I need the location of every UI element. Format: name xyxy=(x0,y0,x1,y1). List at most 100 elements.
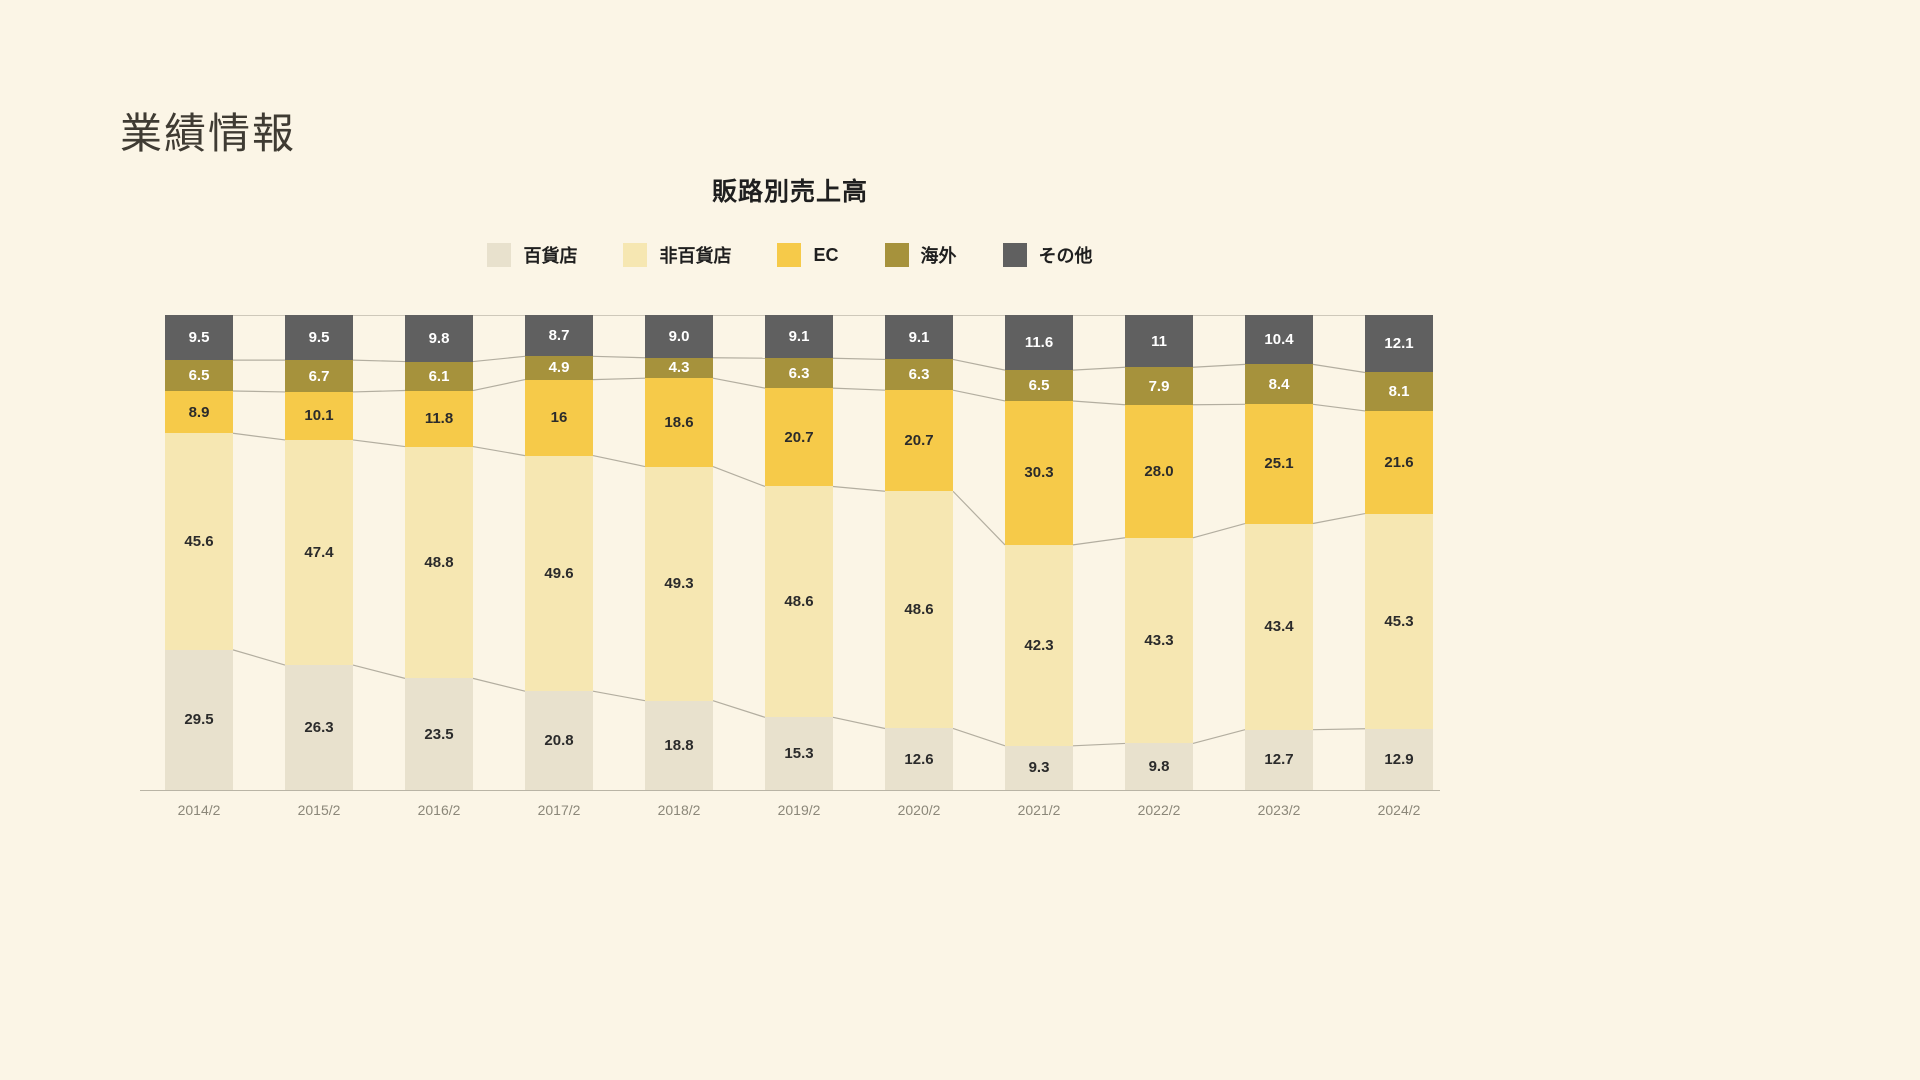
connector-line xyxy=(472,677,526,692)
bar-segment-label: 6.3 xyxy=(908,366,930,384)
bar-segment: 18.6 xyxy=(645,378,713,467)
bar-segment: 6.3 xyxy=(885,359,953,391)
bar-segment: 11.8 xyxy=(405,390,473,447)
bar-segment: 48.6 xyxy=(885,491,953,729)
bar-segment: 45.3 xyxy=(1365,513,1433,729)
connector-line xyxy=(952,727,1006,747)
bar-segment: 8.1 xyxy=(1365,372,1433,411)
connector-line xyxy=(352,359,406,363)
bar-segment: 47.4 xyxy=(285,439,353,666)
bar-segment: 20.7 xyxy=(765,388,833,487)
bar-segment: 30.3 xyxy=(1005,400,1073,545)
bar-2014/2: 9.5 6.5 8.9 45.6 29.5 xyxy=(165,315,233,790)
bar-segment: 11 xyxy=(1125,315,1193,368)
connector-line xyxy=(232,649,286,666)
page-title: 業績情報 xyxy=(120,110,297,157)
bar-segment: 7.9 xyxy=(1125,367,1193,405)
bar-segment-label: 48.6 xyxy=(784,593,814,611)
bar-2022/2: 11 7.9 28.0 43.3 9.8 xyxy=(1125,315,1193,790)
bar-segment-label: 26.3 xyxy=(304,719,334,736)
x-axis-label: 2022/2 xyxy=(1137,802,1181,818)
legend-item: 海外 xyxy=(884,242,957,268)
bar-segment-label: 18.8 xyxy=(664,736,694,754)
connector-line xyxy=(352,389,406,393)
bar-segment-label: 12.6 xyxy=(904,750,934,768)
bar-segment: 20.7 xyxy=(885,390,953,492)
bar-segment-label: 8.9 xyxy=(188,403,210,421)
x-axis-label: 2023/2 xyxy=(1257,802,1301,818)
connector-line xyxy=(1072,742,1126,747)
bar-segment: 9.3 xyxy=(1005,745,1073,790)
bar-segment: 43.3 xyxy=(1125,537,1193,744)
bar-segment-label: 4.9 xyxy=(548,359,570,377)
bar-segment: 9.1 xyxy=(765,315,833,359)
x-axis-label: 2017/2 xyxy=(537,802,581,818)
bar-segment: 20.8 xyxy=(525,691,593,790)
bar-segment: 12.6 xyxy=(885,728,953,790)
bar-segment-label: 47.4 xyxy=(304,543,334,561)
bar-segment-label: 23.5 xyxy=(424,725,454,743)
bar-2024/2: 12.1 8.1 21.6 45.3 12.9 xyxy=(1365,315,1433,790)
connector-line xyxy=(832,387,886,391)
connector-line xyxy=(1072,400,1126,406)
bar-segment-label: 20.7 xyxy=(904,432,934,450)
bar-2021/2: 11.6 6.5 30.3 42.3 9.3 xyxy=(1005,315,1073,790)
connector-line xyxy=(832,485,886,492)
connector-line xyxy=(1072,537,1126,546)
bar-segment-label: 10.1 xyxy=(304,407,334,425)
legend-item: 百貨店 xyxy=(487,242,577,268)
bar-segment: 49.6 xyxy=(525,455,593,692)
bar-segment: 11.6 xyxy=(1005,315,1073,371)
bar-segment: 49.3 xyxy=(645,466,713,701)
bar-segment: 8.4 xyxy=(1245,364,1313,405)
connector-line xyxy=(712,700,766,718)
bar-segment: 8.9 xyxy=(165,391,233,434)
bar-segment-label: 43.4 xyxy=(1264,618,1294,636)
bar-segment-label: 6.5 xyxy=(188,367,210,385)
bar-segment: 8.7 xyxy=(525,315,593,357)
bar-segment: 45.6 xyxy=(165,433,233,650)
legend-swatch xyxy=(1002,243,1027,267)
connector-line xyxy=(712,377,766,389)
bar-segment-label: 9.8 xyxy=(428,329,450,347)
chart-legend: 百貨店 非百貨店 EC 海外 その他 xyxy=(140,242,1440,268)
bar-2023/2: 10.4 8.4 25.1 43.4 12.7 xyxy=(1245,315,1313,790)
bar-segment: 18.8 xyxy=(645,700,713,790)
bar-segment-label: 25.1 xyxy=(1264,455,1294,473)
bar-segment: 29.5 xyxy=(165,649,233,790)
bar-segment: 21.6 xyxy=(1365,410,1433,514)
bar-segment-label: 15.3 xyxy=(784,745,814,763)
connector-line xyxy=(832,357,886,361)
connector-line xyxy=(352,664,406,679)
bar-segment-label: 20.8 xyxy=(544,732,574,750)
x-axis-label: 2016/2 xyxy=(417,802,461,818)
bar-segment: 10.4 xyxy=(1245,315,1313,365)
bar-segment: 6.1 xyxy=(405,361,473,391)
x-axis-label: 2020/2 xyxy=(897,802,941,818)
bar-segment-label: 12.9 xyxy=(1384,750,1414,768)
x-axis-label: 2014/2 xyxy=(177,802,221,818)
bar-segment-label: 8.1 xyxy=(1388,383,1410,401)
x-axis-label: 2019/2 xyxy=(777,802,821,818)
connector-line xyxy=(592,690,646,702)
bar-segment-label: 9.1 xyxy=(788,328,810,346)
bar-2020/2: 9.1 6.3 20.7 48.6 12.6 xyxy=(885,315,953,790)
legend-swatch xyxy=(623,243,648,267)
bar-segment: 12.7 xyxy=(1245,729,1313,790)
bar-segment: 12.1 xyxy=(1365,315,1433,373)
bar-segment-label: 9.5 xyxy=(188,329,210,347)
bar-segment-label: 49.3 xyxy=(664,575,694,593)
connector-line xyxy=(472,355,526,363)
bar-segment-label: 12.1 xyxy=(1384,335,1414,353)
bar-segment: 10.1 xyxy=(285,391,353,440)
connector-line xyxy=(832,716,886,730)
legend-label: 海外 xyxy=(920,246,957,266)
bar-segment-label: 45.6 xyxy=(184,533,214,551)
bar-2016/2: 9.8 6.1 11.8 48.8 23.5 xyxy=(405,315,473,790)
connector-line xyxy=(952,389,1006,402)
bar-segment: 12.9 xyxy=(1365,728,1433,790)
bar-segment-label: 9.1 xyxy=(908,328,930,346)
chart-plot-area: 9.5 6.5 8.9 45.6 29.5 9.5 6.7 10.1 47.4 26.3 9.8 6.… xyxy=(140,315,1440,818)
bar-segment: 9.5 xyxy=(285,315,353,361)
